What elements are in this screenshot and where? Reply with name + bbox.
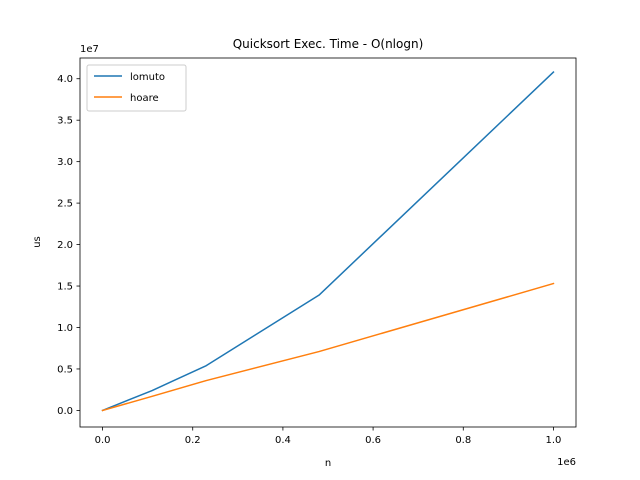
- series-line-lomuto: [101, 71, 555, 412]
- y-tick-label: 0.0: [57, 406, 73, 417]
- x-tick-label: 1.0: [546, 435, 562, 446]
- y-tick-label: 3.0: [57, 157, 73, 168]
- legend: lomuto hoare: [86, 64, 187, 112]
- x-axis-ticks: 0.0 0.2 0.4 0.6 0.8 1.0: [95, 427, 562, 446]
- x-tick-label: 0.4: [275, 435, 291, 446]
- legend-label-hoare: hoare: [130, 93, 159, 104]
- y-axis-label: us: [32, 236, 43, 248]
- y-tick-label: 1.5: [57, 282, 73, 293]
- x-tick-label: 0.8: [455, 435, 471, 446]
- y-tick-label: 4.0: [57, 74, 73, 85]
- x-axis-label: n: [325, 458, 331, 469]
- x-tick-label: 0.0: [95, 435, 111, 446]
- y-tick-label: 2.0: [57, 240, 73, 251]
- y-offset-label: 1e7: [80, 44, 99, 55]
- x-offset-label: 1e6: [557, 457, 576, 468]
- y-tick-label: 0.5: [57, 364, 73, 375]
- legend-label-lomuto: lomuto: [130, 72, 165, 83]
- chart-title: Quicksort Exec. Time - O(nlogn): [233, 37, 424, 51]
- x-tick-label: 0.6: [365, 435, 381, 446]
- y-tick-label: 2.5: [57, 199, 73, 210]
- series-lines: [101, 71, 555, 412]
- x-tick-label: 0.2: [185, 435, 201, 446]
- y-tick-label: 3.5: [57, 116, 73, 127]
- y-tick-label: 1.0: [57, 323, 73, 334]
- axes-frame: [79, 57, 577, 428]
- y-axis-ticks: 0.0 0.5 1.0 1.5 2.0 2.5 3.0 3.5 4.0: [57, 74, 80, 417]
- series-line-hoare: [101, 282, 555, 412]
